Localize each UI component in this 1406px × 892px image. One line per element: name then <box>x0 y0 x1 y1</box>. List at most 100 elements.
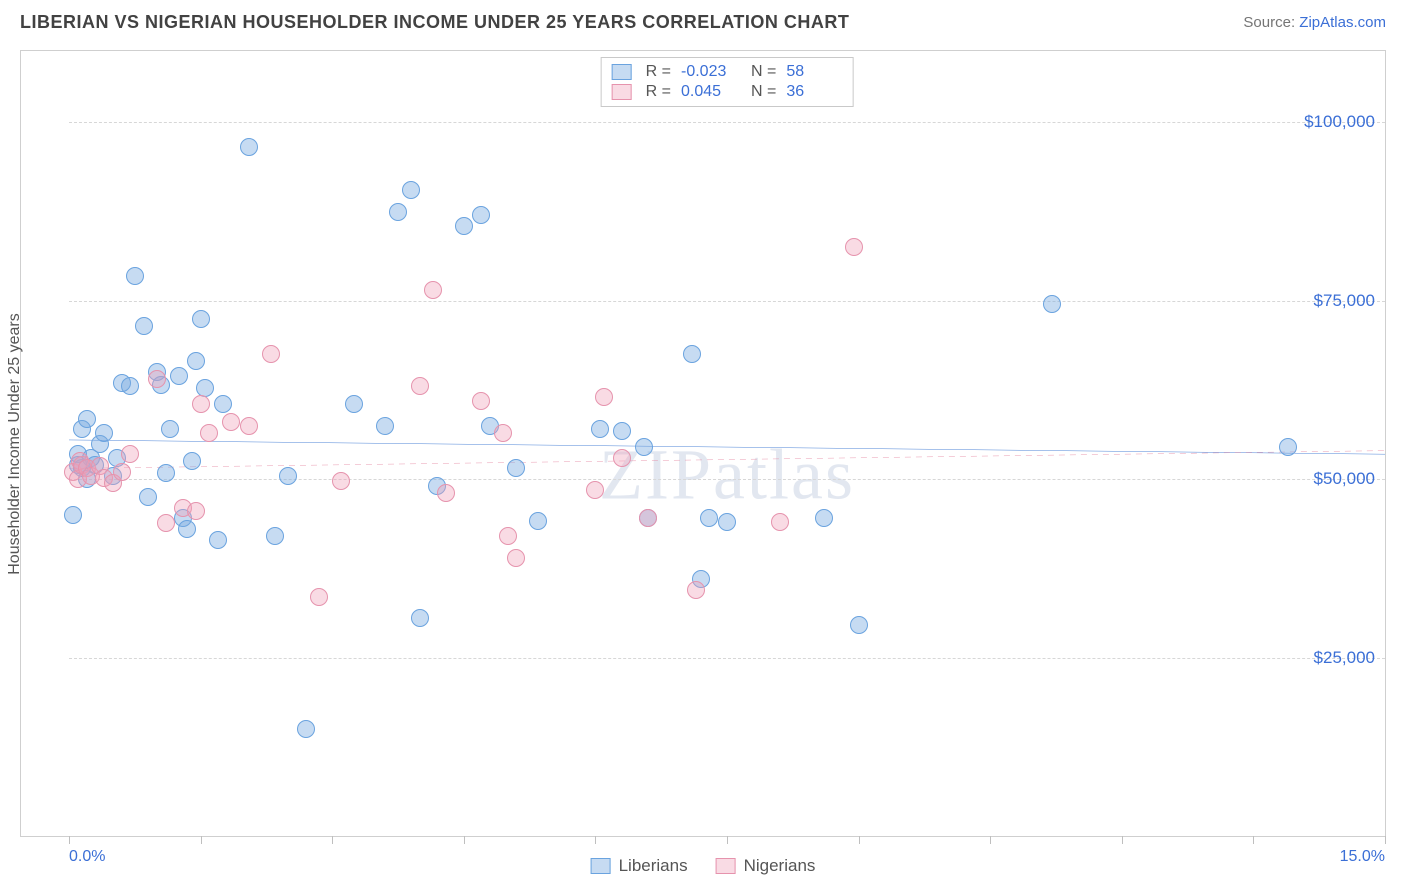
x-tick-label: 0.0% <box>69 848 105 866</box>
gridline <box>69 658 1385 659</box>
r-label: R = <box>646 83 671 101</box>
point-liberians <box>1279 438 1297 456</box>
x-tick <box>1385 836 1386 844</box>
point-nigerians <box>192 395 210 413</box>
point-nigerians <box>499 527 517 545</box>
point-nigerians <box>437 484 455 502</box>
point-nigerians <box>121 445 139 463</box>
point-liberians <box>240 138 258 156</box>
x-tick <box>201 836 202 844</box>
point-nigerians <box>187 502 205 520</box>
gridline <box>69 479 1385 480</box>
point-liberians <box>297 720 315 738</box>
point-liberians <box>178 520 196 538</box>
y-tick-label: $25,000 <box>1314 648 1375 668</box>
gridline <box>69 301 1385 302</box>
point-liberians <box>170 367 188 385</box>
point-nigerians <box>507 549 525 567</box>
point-nigerians <box>845 238 863 256</box>
n-label: N = <box>751 83 776 101</box>
trend-lines <box>69 51 1385 836</box>
stats-row-nigerians: R =0.045N =36 <box>612 82 843 102</box>
trend-line-nigerians <box>69 451 1385 469</box>
point-liberians <box>135 317 153 335</box>
swatch-nigerians <box>716 858 736 874</box>
point-liberians <box>126 267 144 285</box>
legend-label-nigerians: Nigerians <box>744 856 816 876</box>
point-liberians <box>345 395 363 413</box>
trend-line-liberians <box>69 440 1385 454</box>
point-nigerians <box>332 472 350 490</box>
stats-legend: R =-0.023N =58R =0.045N =36 <box>601 57 854 107</box>
x-tick <box>1122 836 1123 844</box>
y-axis-label: Householder Income Under 25 years <box>6 313 24 574</box>
point-liberians <box>196 379 214 397</box>
swatch-nigerians <box>612 84 632 100</box>
plot-region: ZIPatlas R =-0.023N =58R =0.045N =36 $25… <box>69 51 1385 836</box>
legend-item-liberians: Liberians <box>591 856 688 876</box>
r-value-nigerians: 0.045 <box>681 83 737 101</box>
legend-label-liberians: Liberians <box>619 856 688 876</box>
swatch-liberians <box>612 64 632 80</box>
point-liberians <box>209 531 227 549</box>
point-nigerians <box>586 481 604 499</box>
point-liberians <box>78 410 96 428</box>
point-nigerians <box>472 392 490 410</box>
point-liberians <box>157 464 175 482</box>
point-liberians <box>121 377 139 395</box>
point-liberians <box>192 310 210 328</box>
point-nigerians <box>148 370 166 388</box>
y-tick-label: $75,000 <box>1314 291 1375 311</box>
point-nigerians <box>240 417 258 435</box>
point-liberians <box>266 527 284 545</box>
x-tick <box>464 836 465 844</box>
point-nigerians <box>494 424 512 442</box>
point-nigerians <box>262 345 280 363</box>
point-nigerians <box>113 463 131 481</box>
point-liberians <box>613 422 631 440</box>
point-liberians <box>139 488 157 506</box>
point-nigerians <box>222 413 240 431</box>
point-liberians <box>635 438 653 456</box>
swatch-liberians <box>591 858 611 874</box>
point-liberians <box>455 217 473 235</box>
chart-area: Householder Income Under 25 years ZIPatl… <box>20 50 1386 837</box>
x-tick <box>859 836 860 844</box>
point-liberians <box>1043 295 1061 313</box>
point-liberians <box>700 509 718 527</box>
x-tick-label: 15.0% <box>1340 848 1385 866</box>
source-link[interactable]: ZipAtlas.com <box>1299 14 1386 31</box>
point-nigerians <box>424 281 442 299</box>
r-label: R = <box>646 63 671 81</box>
point-nigerians <box>639 509 657 527</box>
y-tick-label: $50,000 <box>1314 469 1375 489</box>
point-liberians <box>95 424 113 442</box>
point-liberians <box>411 609 429 627</box>
page-title: LIBERIAN VS NIGERIAN HOUSEHOLDER INCOME … <box>20 12 849 33</box>
point-nigerians <box>200 424 218 442</box>
source-text: Source: ZipAtlas.com <box>1243 14 1386 31</box>
x-tick <box>595 836 596 844</box>
point-liberians <box>718 513 736 531</box>
point-liberians <box>279 467 297 485</box>
point-nigerians <box>310 588 328 606</box>
point-nigerians <box>771 513 789 531</box>
point-nigerians <box>613 449 631 467</box>
gridline <box>69 122 1385 123</box>
point-liberians <box>64 506 82 524</box>
series-legend: Liberians Nigerians <box>591 856 816 876</box>
x-tick <box>727 836 728 844</box>
x-tick <box>69 836 70 844</box>
point-liberians <box>402 181 420 199</box>
point-liberians <box>529 512 547 530</box>
point-nigerians <box>687 581 705 599</box>
n-value-liberians: 58 <box>786 63 842 81</box>
legend-item-nigerians: Nigerians <box>716 856 816 876</box>
x-tick <box>1253 836 1254 844</box>
point-liberians <box>187 352 205 370</box>
stats-row-liberians: R =-0.023N =58 <box>612 62 843 82</box>
point-liberians <box>850 616 868 634</box>
n-label: N = <box>751 63 776 81</box>
point-liberians <box>683 345 701 363</box>
point-liberians <box>161 420 179 438</box>
